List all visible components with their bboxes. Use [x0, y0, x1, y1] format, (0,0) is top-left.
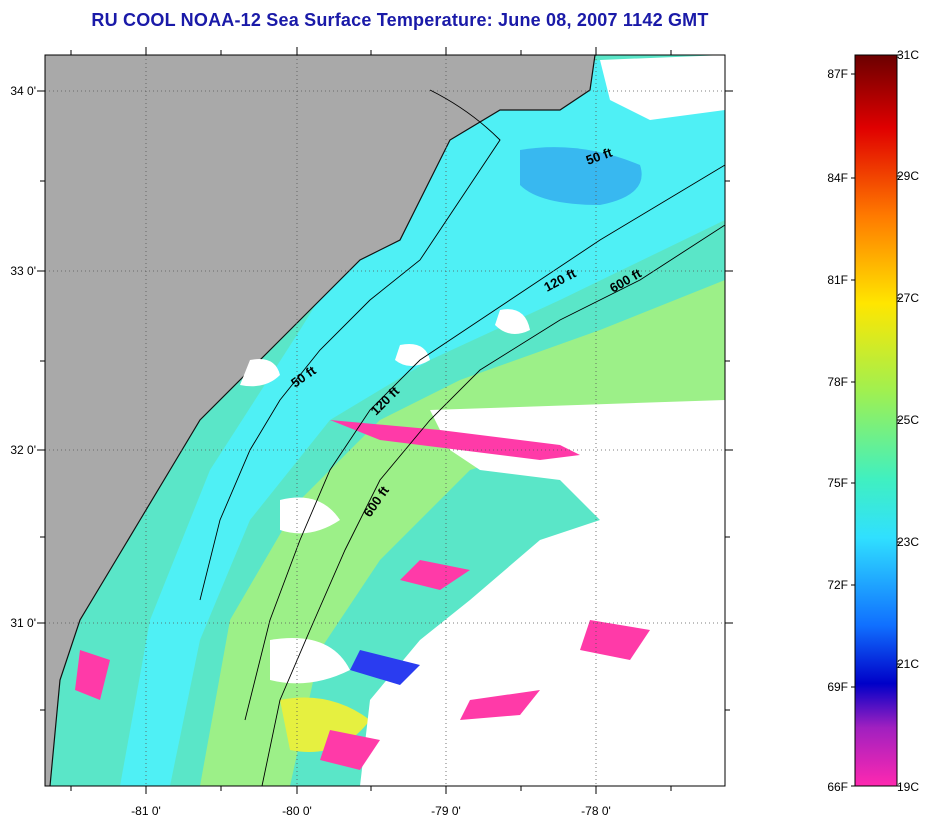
colorbar-f-69: 69F	[827, 680, 848, 694]
colorbar-f-87: 87F	[827, 67, 848, 81]
colorbar-ticks	[851, 54, 901, 787]
cloud-north	[600, 55, 725, 120]
cold-edge-3	[350, 650, 420, 685]
lat-label-34: 34 0'	[10, 84, 36, 98]
colorbar-f-72: 72F	[827, 578, 848, 592]
cloud-south	[270, 638, 350, 684]
colorbar-c-31: 31C	[897, 48, 920, 62]
lat-label-31: 31 0'	[10, 616, 36, 630]
colorbar-f-75: 75F	[827, 476, 848, 490]
cold-edge-2	[400, 560, 470, 590]
colorbar	[854, 54, 898, 787]
colorbar-f-81: 81F	[827, 273, 848, 287]
contour-50ft	[199, 89, 501, 601]
lon-label-80: -80 0'	[282, 804, 312, 818]
axis-ticks	[37, 47, 733, 794]
colorbar-c-27: 27C	[897, 291, 920, 305]
colorbar-f-66: 66F	[827, 780, 848, 794]
lon-label-78: -78 0'	[581, 804, 611, 818]
lon-label-81: -81 0'	[131, 804, 161, 818]
cloud-mid	[280, 497, 340, 534]
colorbar-c-29: 29C	[897, 169, 920, 183]
colorbar-c-25: 25C	[897, 413, 920, 427]
lat-label-33: 33 0'	[10, 264, 36, 278]
cloud-inshore-2	[395, 344, 430, 366]
grid	[45, 55, 725, 786]
colorbar-f-78: 78F	[827, 375, 848, 389]
lon-label-79: -79 0'	[431, 804, 461, 818]
deep-blue-patch	[520, 147, 642, 205]
land-mass	[45, 55, 595, 786]
colorbar-c-19: 19C	[897, 780, 920, 794]
colorbar-f-84: 84F	[827, 171, 848, 185]
map-plot-area	[45, 55, 725, 786]
cloud-inshore-1	[240, 359, 280, 387]
cold-edge-5	[75, 650, 110, 700]
lat-label-32: 32 0'	[10, 443, 36, 457]
cloud-offshore-1	[495, 309, 530, 334]
cold-edge-7	[320, 730, 380, 770]
coastline	[49, 55, 596, 786]
map-title: RU COOL NOAA-12 Sea Surface Temperature:…	[91, 10, 709, 30]
cold-edge-4	[460, 690, 540, 720]
contour-120ft	[244, 164, 725, 721]
map-frame	[44, 54, 726, 787]
cloud-east	[360, 400, 725, 786]
colorbar-c-21: 21C	[897, 657, 920, 671]
shelf-water	[120, 60, 725, 786]
cold-edge-6	[580, 620, 650, 660]
colorbar-c-23: 23C	[897, 535, 920, 549]
